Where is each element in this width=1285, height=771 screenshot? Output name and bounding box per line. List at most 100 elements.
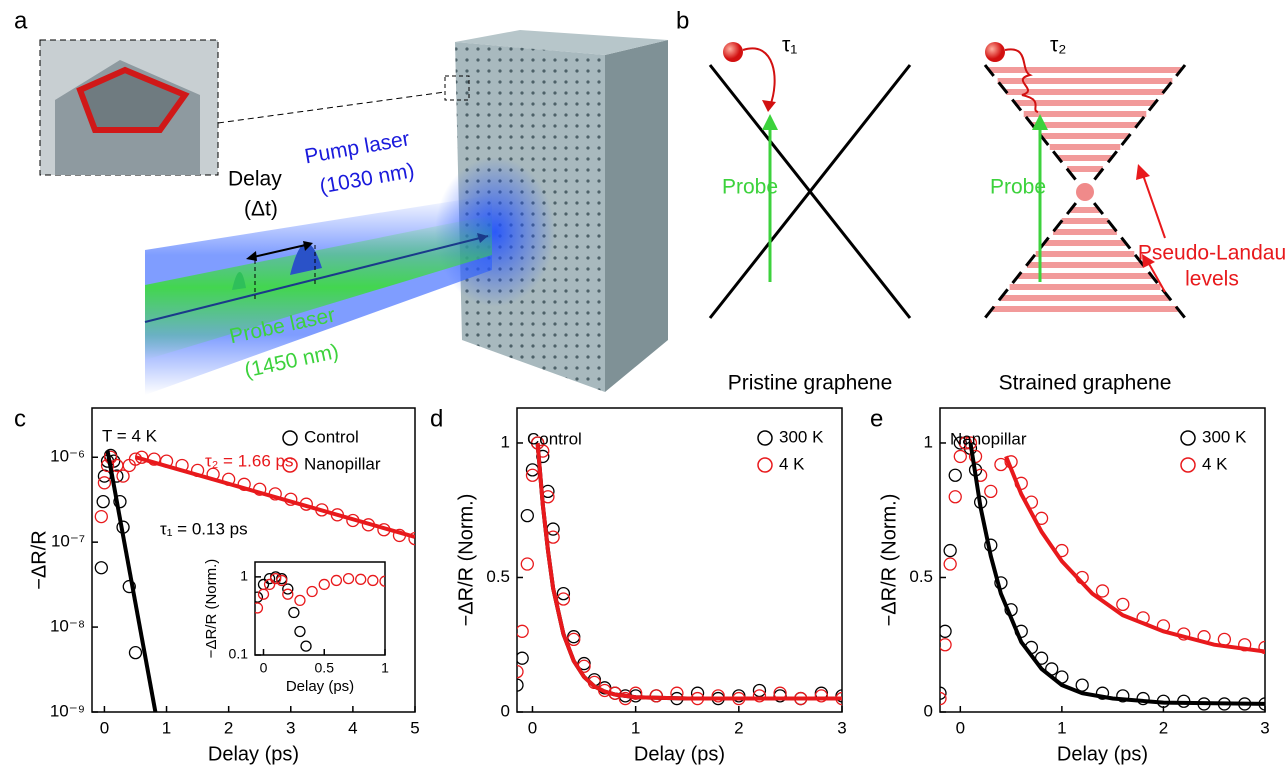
legend-label: 4 K bbox=[1202, 454, 1228, 473]
y-axis-label: −ΔR/R (Norm.) bbox=[455, 494, 477, 627]
y-tick-label: 1 bbox=[924, 432, 933, 451]
data-point bbox=[814, 689, 829, 703]
probe-pulse bbox=[232, 271, 246, 290]
arrowhead bbox=[762, 114, 778, 130]
annotation: Control bbox=[527, 429, 582, 448]
strain-ring bbox=[76, 66, 190, 133]
y-tick-label: 0 bbox=[501, 701, 510, 720]
x-tick-label: 1 bbox=[1057, 718, 1066, 737]
panel-a-illustration: Delay (Δt) Pump laser (1030 nm) Probe la… bbox=[39, 30, 668, 395]
diagram-caption: Strained graphene bbox=[999, 372, 1172, 395]
x-tick-label: 0 bbox=[956, 718, 965, 737]
y-tick-label: 0.5 bbox=[486, 567, 510, 586]
y-tick-label: 10⁻⁹ bbox=[50, 701, 85, 720]
data-point bbox=[994, 457, 1008, 472]
x-tick-label: 2 bbox=[1159, 718, 1168, 737]
data-point bbox=[517, 624, 529, 638]
landau-levels bbox=[988, 67, 1182, 312]
levels-label: levels bbox=[1185, 268, 1239, 291]
data-point bbox=[318, 578, 330, 591]
block-top bbox=[455, 30, 668, 55]
block-side bbox=[605, 40, 668, 392]
panel-b-diagram: τ₁ Probe Pristine graphene τ₂ Probe Pseu… bbox=[708, 34, 1285, 395]
data-point bbox=[940, 638, 952, 652]
data-point bbox=[282, 588, 294, 600]
legend-label: 300 K bbox=[1202, 427, 1247, 446]
data-point bbox=[517, 664, 524, 679]
data-point bbox=[300, 640, 312, 652]
x-tick-label: 3 bbox=[286, 718, 295, 737]
zoom-line bbox=[217, 91, 446, 124]
data-point bbox=[520, 557, 534, 571]
arrowhead bbox=[762, 100, 776, 112]
y-tick-label: 0.5 bbox=[909, 567, 933, 586]
fit-line bbox=[134, 455, 415, 539]
panel-label: d bbox=[430, 405, 443, 432]
x-tick-label: 0.5 bbox=[315, 660, 335, 676]
zoom-box bbox=[444, 75, 470, 101]
x-tick-label: 1 bbox=[631, 718, 640, 737]
data-point bbox=[342, 572, 355, 585]
data-point bbox=[288, 606, 300, 619]
data-point bbox=[94, 561, 108, 575]
x-axis-label: Delay (ps) bbox=[1057, 743, 1148, 765]
chart: 0 1 2 3 4 5 10⁻⁹ 10⁻⁸ 10⁻⁷ 10⁻⁶ Delay (ps) −ΔR/R Con… bbox=[28, 407, 420, 765]
legend-label: Control bbox=[304, 427, 359, 446]
relaxation-arrow bbox=[1004, 48, 1039, 113]
panel-label: e bbox=[870, 405, 883, 432]
data-point bbox=[752, 689, 767, 703]
chart: 0 1 2 3 0 0.5 1 Delay (ps) −ΔR/R (Norm.) 300 K 4 K… bbox=[455, 407, 847, 765]
diagram-caption: Pristine graphene bbox=[728, 372, 893, 395]
x-tick-label: 0 bbox=[260, 660, 268, 676]
data-point bbox=[940, 691, 947, 706]
data-point bbox=[294, 625, 306, 638]
data-point bbox=[953, 449, 967, 464]
plot-frame bbox=[939, 407, 1266, 713]
legend-label: Nanopillar bbox=[304, 454, 381, 473]
data-point bbox=[94, 509, 108, 524]
fit-line bbox=[1004, 455, 1265, 654]
x-tick-label: 0 bbox=[528, 718, 537, 737]
panel-label: b bbox=[676, 7, 689, 34]
fit-line bbox=[105, 450, 158, 712]
plot-frame bbox=[516, 407, 843, 713]
x-tick-label: 4 bbox=[348, 718, 357, 737]
arrowhead bbox=[303, 241, 313, 251]
data-point bbox=[263, 572, 276, 585]
data-point bbox=[1116, 689, 1130, 703]
data-point bbox=[255, 591, 264, 603]
data-point bbox=[367, 574, 379, 587]
legend-marker bbox=[757, 430, 773, 446]
tau-label: τ₂ bbox=[1050, 34, 1066, 57]
data-point bbox=[270, 572, 282, 585]
data-point bbox=[330, 574, 343, 587]
fit-line bbox=[535, 442, 842, 701]
beam-axis bbox=[144, 235, 489, 323]
dirac-point bbox=[1076, 183, 1094, 201]
plot-area bbox=[940, 436, 1265, 711]
data-point bbox=[940, 624, 952, 638]
probe-label: Probe bbox=[722, 176, 778, 199]
data-point bbox=[128, 645, 143, 660]
arrowhead bbox=[1142, 254, 1155, 268]
legend-label: 4 K bbox=[779, 454, 805, 473]
x-tick-label: 3 bbox=[837, 718, 846, 737]
y-tick-label: 0 bbox=[924, 701, 933, 720]
data-point bbox=[943, 543, 957, 558]
data-point bbox=[984, 484, 998, 499]
legend-marker bbox=[282, 457, 298, 473]
relaxation-arrow bbox=[742, 47, 776, 107]
data-point bbox=[567, 630, 581, 644]
x-tick-label: 2 bbox=[224, 718, 233, 737]
data-point bbox=[282, 583, 294, 595]
y-tick-label: 0.1 bbox=[229, 646, 249, 662]
annotation: τ₁ = 0.13 ps bbox=[160, 519, 248, 538]
chart: 0 0.5 1 0.1 1 Delay (ps) −ΔR/R (Norm.) bbox=[203, 559, 389, 695]
data-point bbox=[1075, 678, 1089, 692]
x-axis-label: Delay (ps) bbox=[286, 678, 354, 695]
data-point bbox=[1095, 686, 1110, 700]
data-point bbox=[294, 594, 306, 607]
x-tick-label: 1 bbox=[162, 718, 171, 737]
pointer-arrow bbox=[1142, 174, 1166, 239]
data-point bbox=[122, 579, 136, 594]
